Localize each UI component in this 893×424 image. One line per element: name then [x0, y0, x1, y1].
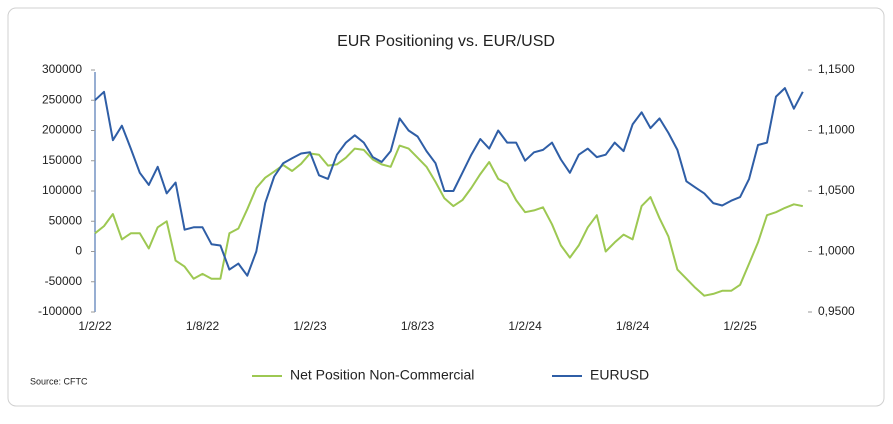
- y-tick-label: 100000: [42, 183, 82, 197]
- y2-tick-label: 1,0000: [818, 244, 855, 258]
- x-tick-label: 1/2/23: [293, 319, 327, 333]
- y2-tick-label: 0,9500: [818, 304, 855, 318]
- source-note: Source: CFTC: [30, 376, 88, 386]
- y-tick-label: 250000: [42, 92, 82, 106]
- x-tick-label: 1/8/24: [616, 319, 650, 333]
- x-tick-label: 1/2/24: [508, 319, 542, 333]
- y-tick-label: 150000: [42, 153, 82, 167]
- line-series: [94, 87, 804, 277]
- y-tick-label: 50000: [49, 213, 83, 227]
- legend-label: Net Position Non-Commercial: [290, 367, 474, 383]
- x-tick-label: 1/2/22: [78, 319, 112, 333]
- y-tick-label: -100000: [38, 304, 82, 318]
- chart-frame: [7, 7, 885, 407]
- line-series: [94, 144, 803, 297]
- x-tick-label: 1/8/22: [186, 319, 220, 333]
- y-tick-label: 200000: [42, 123, 82, 137]
- y-tick-label: -50000: [45, 274, 83, 288]
- y-tick-label: 0: [75, 244, 82, 258]
- y2-tick-label: 1,1500: [818, 62, 855, 76]
- y-tick-label: 300000: [42, 62, 82, 76]
- chart-title: EUR Positioning vs. EUR/USD: [337, 33, 555, 50]
- x-tick-label: 1/2/25: [723, 319, 757, 333]
- legend-label: EURUSD: [590, 367, 649, 383]
- y2-tick-label: 1,0500: [818, 183, 855, 197]
- y2-tick-label: 1,1000: [818, 123, 855, 137]
- x-tick-label: 1/8/23: [401, 319, 435, 333]
